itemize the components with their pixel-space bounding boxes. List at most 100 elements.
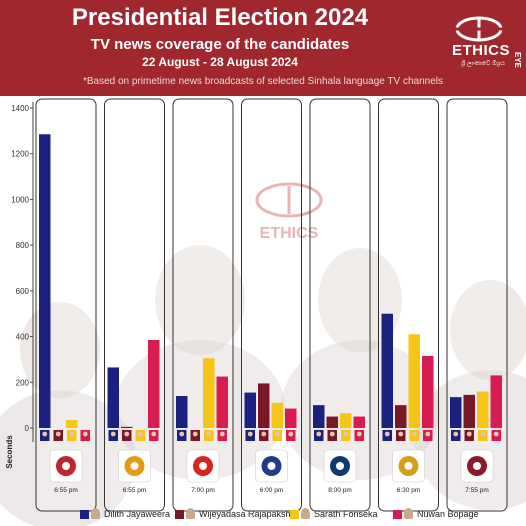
panel-frame	[172, 98, 234, 512]
legend-avatar	[301, 508, 310, 519]
broadcast-time-label: 7:55 pm	[465, 487, 489, 494]
watermark-text: ETHICS	[260, 225, 319, 242]
logo-side-text: EYE	[513, 52, 521, 69]
broadcast-time-label: 7:00 pm	[191, 487, 215, 494]
candidate-thumb-face	[480, 431, 486, 437]
y-tick-label: 1400	[11, 104, 29, 113]
bar-wijeyadasa-rajapakshe	[326, 416, 338, 428]
bar-dilith-jayaweera	[450, 397, 462, 428]
panel-frame	[104, 98, 165, 512]
bar-dilith-jayaweera	[176, 396, 188, 428]
legend-swatch	[175, 510, 184, 519]
channel-panel: 6:30 pm	[378, 98, 439, 512]
legend-avatar	[91, 508, 100, 519]
logo-subtext: ශ්‍රී ලාංකාවේ ඕශ්‍රය	[461, 61, 505, 67]
y-tick-label: 200	[16, 378, 30, 387]
legend-label: Dilith Jayaweera	[104, 509, 171, 519]
bar-sarath-fonseka	[340, 413, 352, 428]
candidate-thumb-face	[411, 431, 417, 437]
legend-label: Sarath Fonseka	[314, 509, 378, 519]
legend-avatar	[404, 508, 413, 519]
candidate-thumb-face	[425, 431, 431, 437]
bar-dilith-jayaweera	[39, 134, 51, 429]
candidate-thumb-face	[356, 431, 362, 437]
broadcast-time-label: 6:30 pm	[397, 487, 421, 494]
channel-logo-icon-center	[336, 462, 344, 470]
candidate-thumb-face	[329, 431, 335, 437]
page-title: Presidential Election 2024	[71, 4, 369, 31]
candidate-thumb-face	[466, 431, 472, 437]
candidate-thumb-face	[343, 431, 349, 437]
legend-swatch	[393, 510, 402, 519]
candidate-thumb-face	[55, 431, 61, 437]
channel-panel: 6:00 pm	[241, 98, 302, 512]
bar-nuwan-bopage	[490, 375, 502, 428]
ethics-eye-logo: ETHICS EYE ශ්‍රී ලාංකාවේ ඕශ්‍රය	[445, 14, 521, 86]
candidate-thumb-face	[398, 431, 404, 437]
bar-nuwan-bopage	[148, 340, 160, 428]
legend-swatch	[80, 510, 89, 519]
bar-dilith-jayaweera	[381, 313, 393, 428]
candidate-thumb-face	[493, 431, 499, 437]
logo-text: ETHICS	[451, 42, 510, 59]
y-tick-label: 400	[16, 333, 30, 342]
page-subtitle: TV news coverage of the candidates	[90, 36, 350, 53]
bar-sarath-fonseka	[66, 420, 78, 428]
bar-wijeyadasa-rajapakshe	[121, 426, 133, 428]
legend-swatch	[290, 510, 299, 519]
candidate-thumb-face	[206, 431, 212, 437]
candidate-thumb-face	[288, 431, 294, 437]
header-banner: Presidential Election 2024 TV news cover…	[0, 0, 526, 96]
date-range: 22 August - 28 August 2024	[142, 55, 298, 69]
candidate-thumb-face	[151, 431, 157, 437]
panel-frame	[446, 98, 508, 512]
candidate-thumb-face	[137, 431, 143, 437]
candidate-thumb-face	[124, 431, 130, 437]
broadcast-time-label: 8:00 pm	[328, 487, 352, 494]
bar-sarath-fonseka	[271, 402, 283, 428]
candidate-thumb-face	[247, 431, 253, 437]
candidate-thumb-face	[42, 431, 48, 437]
footnote: *Based on primetime news broadcasts of s…	[82, 76, 444, 87]
bar-nuwan-bopage	[285, 408, 297, 428]
bar-dilith-jayaweera	[107, 367, 119, 428]
candidate-thumb-face	[316, 431, 322, 437]
channel-logo-icon-center	[404, 462, 413, 470]
candidate-thumb-face	[219, 431, 225, 437]
channel-panel: 6:55 pm	[104, 98, 165, 512]
bar-nuwan-bopage	[216, 376, 228, 428]
bar-sarath-fonseka	[477, 391, 489, 428]
channel-panel: 8:00 pm	[309, 98, 371, 512]
candidate-thumb-face	[179, 431, 185, 437]
y-tick-label: 800	[16, 241, 30, 250]
legend-label: Wijeyadasa Rajapakshe	[199, 509, 296, 519]
channel-panel: 7:00 pm	[172, 98, 234, 512]
channel-logo-icon-center	[473, 462, 481, 470]
bar-nuwan-bopage	[353, 416, 365, 428]
channel-logo-icon-center	[267, 462, 276, 470]
candidate-thumb-face	[384, 431, 390, 437]
broadcast-time-label: 6:55 pm	[123, 487, 147, 494]
channel-logo-icon-center	[62, 462, 70, 470]
y-tick-label: 1200	[11, 150, 29, 159]
candidate-thumb-face	[82, 431, 88, 437]
candidate-photo-head	[318, 248, 402, 352]
candidate-photo-body	[280, 340, 440, 480]
bar-wijeyadasa-rajapakshe	[463, 394, 475, 428]
channel-logo-icon-center	[199, 462, 207, 470]
y-tick-label: 600	[16, 287, 30, 296]
candidate-thumb-face	[69, 431, 75, 437]
bar-dilith-jayaweera	[313, 405, 325, 428]
bar-sarath-fonseka	[203, 358, 215, 428]
candidate-thumb-face	[453, 431, 459, 437]
panel-frame	[35, 98, 97, 512]
logo-side-label: EYE	[513, 52, 521, 69]
bar-wijeyadasa-rajapakshe	[395, 405, 407, 428]
candidate-thumb-face	[110, 431, 116, 437]
broadcast-time-label: 6:00 pm	[260, 487, 284, 494]
panels-layer: 6:55 pm 6:55 pm 7:00 pm 6:00 pm 8:00 pm 6:30 …	[35, 98, 508, 512]
channel-logo-icon-center	[130, 462, 139, 470]
y-tick-label: 1000	[11, 195, 29, 204]
legend-label: Nuwan Bopage	[417, 509, 479, 519]
eye-icon	[455, 16, 503, 42]
